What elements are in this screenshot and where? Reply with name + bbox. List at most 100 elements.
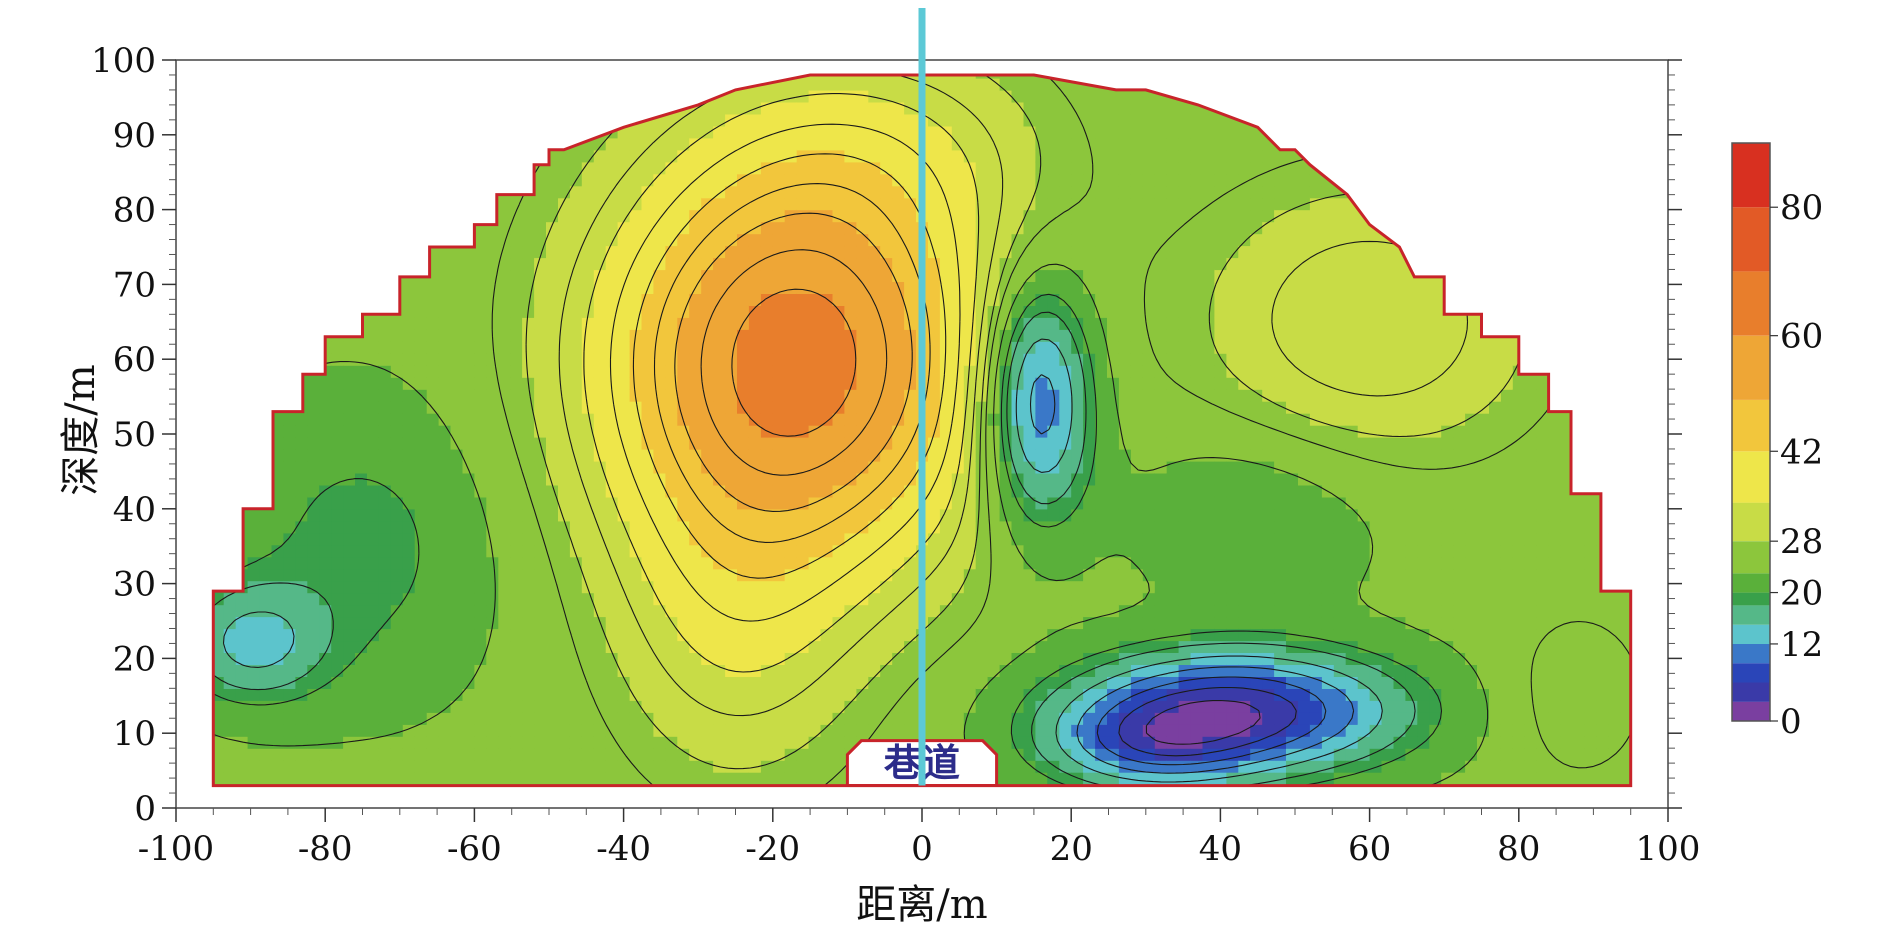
field-cell: [629, 281, 643, 294]
field-cell: [1035, 101, 1048, 115]
field-cell: [737, 353, 750, 366]
field-cell: [1095, 293, 1108, 306]
field-cell: [474, 616, 487, 630]
field-cell: [546, 664, 559, 677]
field-cell: [725, 305, 738, 318]
field-cell: [951, 341, 965, 354]
field-cell: [534, 281, 547, 294]
field-cell: [880, 496, 893, 510]
field-cell: [784, 401, 798, 414]
field-cell: [653, 484, 666, 498]
field-cell: [558, 496, 571, 510]
field-cell: [474, 401, 487, 414]
field-cell: [796, 736, 810, 749]
field-cell: [605, 772, 619, 785]
field-cell: [581, 377, 595, 390]
field-cell: [522, 245, 535, 259]
field-cell: [689, 269, 702, 282]
field-cell: [1047, 113, 1060, 127]
field-cell: [808, 317, 822, 330]
field-cell: [1071, 748, 1084, 761]
field-cell: [641, 616, 654, 630]
field-cell: [546, 544, 559, 558]
field-cell: [856, 317, 869, 330]
field-cell: [438, 688, 452, 701]
field-cell: [534, 185, 547, 199]
field-cell: [772, 269, 786, 282]
field-cell: [987, 161, 1001, 175]
field-cell: [617, 317, 631, 330]
field-cell: [963, 544, 977, 558]
field-cell: [737, 329, 750, 342]
field-cell: [1095, 568, 1108, 582]
field-cell: [748, 137, 762, 151]
field-cell: [569, 377, 583, 390]
field-cell: [474, 520, 487, 534]
field-cell: [796, 78, 810, 91]
field-cell: [474, 305, 487, 318]
field-cell: [1083, 544, 1096, 558]
field-cell: [569, 401, 583, 414]
field-cell: [748, 544, 762, 558]
field-cell: [486, 437, 499, 450]
field-cell: [892, 676, 905, 689]
field-cell: [546, 736, 559, 749]
field-cell: [486, 580, 499, 594]
field-cell: [450, 544, 463, 558]
field-cell: [772, 233, 786, 247]
field-cell: [772, 245, 786, 259]
field-cell: [1071, 113, 1084, 127]
field-cell: [999, 149, 1013, 163]
field-cell: [808, 508, 822, 522]
field-cell: [772, 197, 786, 211]
field-cell: [1118, 568, 1132, 582]
field-cell: [1047, 185, 1060, 199]
field-cell: [546, 712, 559, 725]
field-cell: [772, 760, 786, 773]
field-cell: [307, 652, 320, 665]
field-cell: [307, 377, 320, 390]
field-cell: [593, 185, 607, 199]
field-cell: [963, 113, 977, 127]
field-cell: [784, 101, 798, 115]
field-cell: [987, 449, 1001, 462]
field-cell: [844, 532, 857, 546]
field-cell: [748, 760, 762, 773]
field-cell: [820, 209, 833, 223]
field-cell: [1071, 389, 1084, 402]
field-cell: [737, 472, 750, 486]
field-cell: [581, 616, 595, 630]
field-cell: [928, 293, 941, 306]
field-cell: [1059, 245, 1072, 259]
field-cell: [820, 305, 833, 318]
field-cell: [725, 592, 738, 606]
field-cell: [1083, 293, 1096, 306]
field-cell: [414, 508, 428, 522]
field-cell: [701, 137, 714, 151]
field-cell: [856, 101, 869, 115]
field-cell: [367, 616, 380, 630]
field-cell: [701, 341, 714, 354]
field-cell: [784, 413, 798, 426]
field-cell: [331, 688, 344, 701]
field-cell: [605, 604, 619, 618]
field-cell: [665, 700, 678, 713]
field-cell: [213, 652, 225, 665]
field-cell: [832, 413, 845, 426]
field-cell: [343, 628, 356, 642]
field-cell: [1095, 508, 1108, 522]
field-cell: [1059, 257, 1072, 271]
field-cell: [617, 556, 631, 570]
field-cell: [1118, 640, 1132, 653]
field-cell: [904, 604, 917, 618]
field-cell: [1011, 245, 1024, 259]
field-cell: [820, 197, 833, 211]
field-cell: [498, 484, 511, 498]
field-cell: [796, 113, 810, 127]
field-cell: [271, 472, 284, 486]
field-cell: [987, 568, 1001, 582]
field-cell: [605, 616, 619, 630]
field-cell: [796, 365, 810, 378]
field-cell: [414, 712, 428, 725]
field-cell: [1095, 185, 1108, 199]
